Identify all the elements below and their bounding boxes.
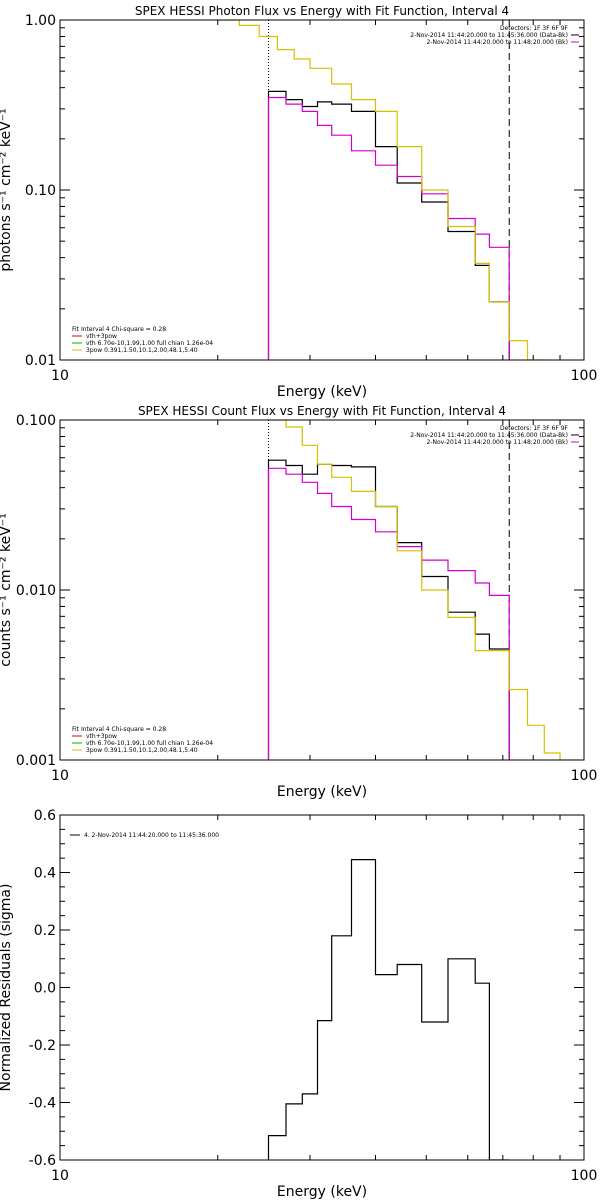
legend-entry: Detectors: 1F 3F 6F 9F (500, 425, 569, 432)
series-group (217, 20, 545, 360)
series-line-1 (267, 90, 510, 360)
tick-marks (59, 19, 585, 361)
y-axis-label: photons s⁻¹ cm⁻² keV⁻¹ (0, 108, 14, 271)
legend-entry: 3pow 0.391,1.50,10.1,2.00,48.1,5.40 (86, 347, 198, 354)
y-tick-label: -0.6 (29, 1153, 56, 1169)
legend-entry: 2-Nov-2014 11:44:20.000 to 11:45:36.000 … (410, 432, 568, 439)
legend-entry: 3pow 0.391,1.50,10.1,2.00,48.1,5.40 (86, 747, 198, 754)
legend-entry: Detectors: 1F 3F 6F 9F (500, 25, 569, 32)
legend-entry: vth 6.70e-10,1.99,1.00 full chian 1.26e-… (86, 740, 213, 747)
y-tick-label: 0.4 (34, 866, 56, 882)
legend-entry: 2-Nov-2014 11:44:20.000 to 11:48:20.000 … (426, 39, 568, 46)
y-tick-label: -0.4 (29, 1096, 56, 1112)
y-tick-label: 0.010 (16, 583, 56, 599)
x-axis-label: Energy (keV) (277, 784, 367, 800)
x-tick-label: 10 (51, 768, 69, 784)
tick-marks (59, 814, 585, 1161)
y-tick-label: 0.2 (34, 923, 56, 939)
chart-title: SPEX HESSI Photon Flux vs Energy with Fi… (135, 4, 509, 18)
legend-entry: vth+3pow (86, 733, 117, 740)
x-axis-label: Energy (keV) (277, 1184, 367, 1200)
x-tick-label: 100 (571, 768, 598, 784)
chart-panel-1: SPEX HESSI Photon Flux vs Energy with Fi… (0, 4, 597, 400)
legend-entry: 4. 2-Nov-2014 11:44:20.000 to 11:45:36.0… (84, 832, 219, 839)
y-axis-label: counts s⁻¹ cm⁻² keV⁻¹ (0, 513, 14, 667)
series-line-2 (267, 467, 510, 760)
legend-entry: Fit Interval 4 Chi-square = 0.28 (72, 726, 166, 733)
series-line-1 (267, 859, 510, 1160)
x-tick-label: 100 (571, 1168, 598, 1184)
legend-entry: 2-Nov-2014 11:44:20.000 to 11:45:36.000 … (410, 32, 568, 39)
tick-marks (59, 419, 585, 761)
legend-entry: Fit Interval 4 Chi-square = 0.28 (72, 326, 166, 333)
y-tick-label: 0.0 (34, 981, 56, 997)
plot-frame (59, 19, 585, 361)
y-tick-label: 0.01 (25, 353, 56, 369)
y-tick-label: 1.00 (25, 13, 56, 29)
plot-frame (59, 419, 585, 761)
legend-entry: vth+3pow (86, 333, 117, 340)
y-tick-label: 0.100 (16, 413, 56, 429)
y-tick-label: 0.001 (16, 753, 56, 769)
series-line-3 (268, 420, 580, 760)
x-tick-label: 100 (571, 368, 598, 384)
legend-entry: 2-Nov-2014 11:44:20.000 to 11:48:20.000 … (426, 439, 568, 446)
x-tick-label: 10 (51, 1168, 69, 1184)
x-axis-label: Energy (keV) (277, 384, 367, 400)
series-group (267, 859, 510, 1160)
legend-entry: vth 6.70e-10,1.99,1.00 full chian 1.26e-… (86, 340, 213, 347)
y-tick-label: -0.2 (29, 1038, 56, 1054)
y-tick-label: 0.6 (34, 808, 56, 824)
series-group (267, 420, 580, 760)
series-line-2 (267, 96, 510, 360)
y-tick-label: 0.10 (25, 183, 56, 199)
chart-panel-2: SPEX HESSI Count Flux vs Energy with Fit… (0, 404, 597, 800)
y-axis-label: Normalized Residuals (sigma) (0, 884, 14, 1092)
plot-frame (59, 814, 585, 1161)
chart-panel-3: 10 100 -0.6 -0.4 -0.2 0.0 0.2 0.4 0.6 Energy (keV… (0, 808, 597, 1200)
x-tick-label: 10 (51, 368, 69, 384)
chart-title: SPEX HESSI Count Flux vs Energy with Fit… (138, 404, 506, 418)
series-line-3 (217, 20, 545, 360)
series-line-1 (267, 459, 510, 760)
